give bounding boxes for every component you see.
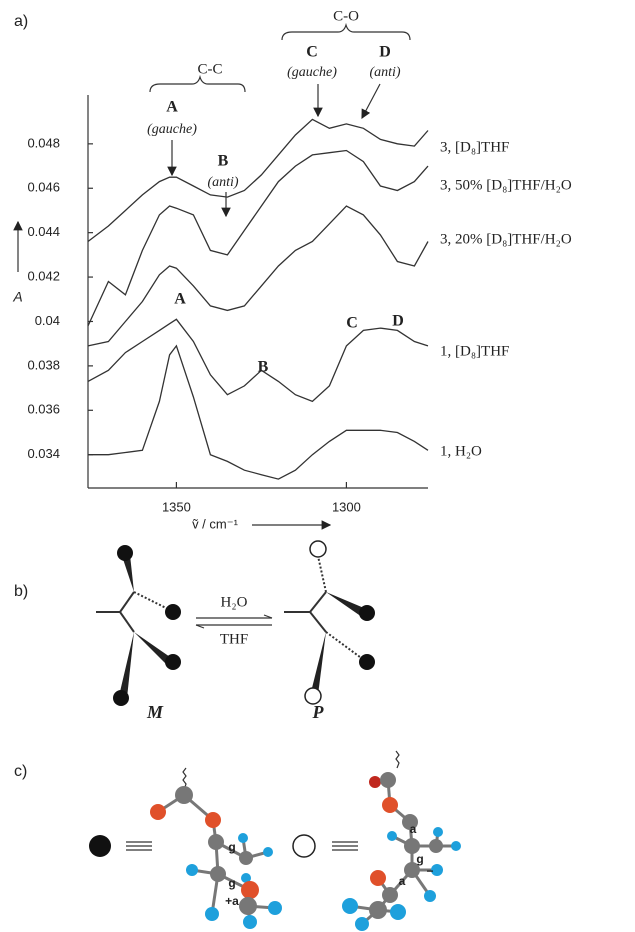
atom-label: a bbox=[410, 822, 417, 836]
ball-model bbox=[150, 768, 282, 929]
annotation: B bbox=[218, 153, 229, 170]
x-tick-label: 1350 bbox=[162, 499, 191, 514]
annotation: B bbox=[258, 359, 269, 376]
equivalence bbox=[126, 842, 152, 850]
brace bbox=[150, 77, 245, 92]
figure: a) A ṽ / cm⁻¹ b) H₂O THF M P c) bbox=[0, 0, 635, 932]
annotation: D bbox=[392, 313, 404, 330]
reagent: THF bbox=[220, 631, 248, 647]
spectrum-line bbox=[88, 151, 428, 326]
y-tick-label: 0.04 bbox=[35, 313, 60, 328]
molecule-m bbox=[96, 545, 181, 706]
annotation: D bbox=[379, 44, 391, 61]
series-label: 3, 20% [D₈]THF/H₂O bbox=[440, 231, 572, 247]
peak-arrow bbox=[362, 84, 380, 118]
molecule-p bbox=[284, 541, 375, 704]
annotation: A bbox=[174, 291, 186, 308]
panel-label: a) bbox=[14, 13, 28, 30]
annotation: C-C bbox=[197, 61, 222, 77]
annotation: C bbox=[346, 315, 358, 332]
annotation: C bbox=[306, 44, 318, 61]
x-axis-label: ṽ / cm⁻¹ bbox=[192, 516, 239, 531]
annotation: (anti) bbox=[369, 65, 400, 80]
panel-label: c) bbox=[14, 763, 27, 780]
reagent: H₂O bbox=[221, 594, 248, 610]
open-ball bbox=[293, 835, 315, 857]
isomer-name: M bbox=[146, 702, 164, 722]
atom-label: a bbox=[399, 874, 406, 888]
series-label: 1, [D₈]THF bbox=[440, 343, 509, 359]
series-label: 1, H₂O bbox=[440, 443, 482, 459]
y-tick-label: 0.042 bbox=[27, 269, 60, 284]
series-label: 3, [D₈]THF bbox=[440, 139, 509, 155]
spectrum-line bbox=[88, 206, 428, 346]
y-tick-label: 0.048 bbox=[27, 135, 60, 150]
ball-model bbox=[342, 751, 461, 931]
x-tick-label: 1300 bbox=[332, 499, 361, 514]
annotation: A bbox=[166, 99, 178, 116]
annotation: C-O bbox=[333, 8, 359, 24]
equivalence bbox=[332, 842, 358, 850]
y-tick-label: 0.044 bbox=[27, 224, 60, 239]
atom-label: − bbox=[426, 864, 433, 878]
y-tick-label: 0.038 bbox=[27, 357, 60, 372]
isomer-name: P bbox=[312, 702, 325, 722]
annotation: (anti) bbox=[207, 175, 238, 190]
atom-label: +a bbox=[225, 894, 239, 908]
y-axis-label: A bbox=[12, 289, 22, 305]
black-ball bbox=[89, 835, 111, 857]
y-tick-label: 0.046 bbox=[27, 180, 60, 195]
atom-label: g bbox=[416, 852, 423, 866]
brace bbox=[282, 25, 410, 40]
annotation: (gauche) bbox=[287, 65, 337, 80]
annotation: (gauche) bbox=[147, 122, 197, 137]
y-tick-label: 0.034 bbox=[27, 446, 60, 461]
series-label: 3, 50% [D₈]THF/H₂O bbox=[440, 177, 572, 193]
y-tick-label: 0.036 bbox=[27, 402, 60, 417]
panel-label: b) bbox=[14, 583, 28, 600]
atom-label: g bbox=[228, 876, 235, 890]
atom-label: g bbox=[228, 840, 235, 854]
